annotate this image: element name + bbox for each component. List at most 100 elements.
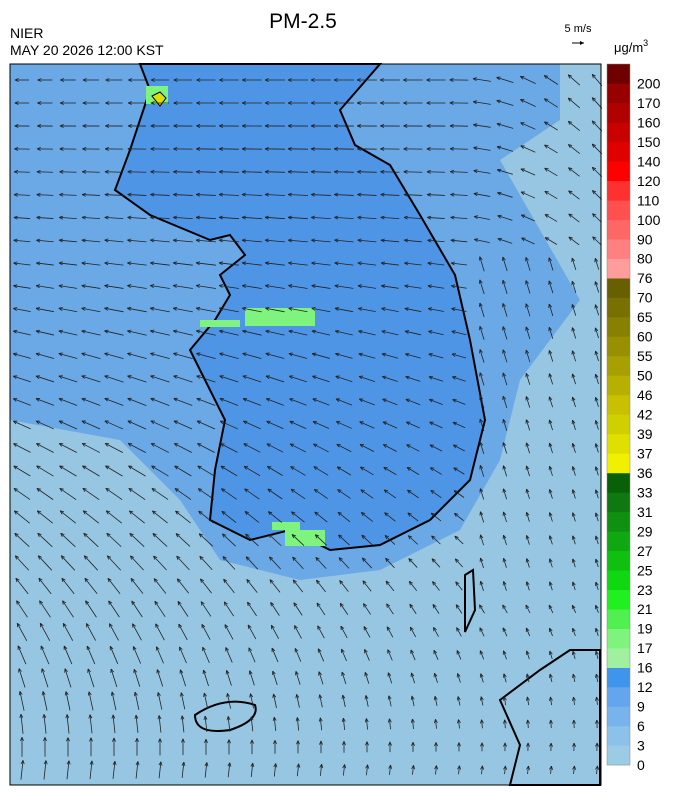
wind-arrow-head (548, 350, 553, 355)
wind-arrow (404, 285, 422, 289)
wind-arrow (525, 396, 531, 408)
colorbar-segment (607, 492, 630, 513)
wind-arrow-head (408, 580, 413, 586)
wind-arrow (58, 285, 78, 289)
wind-arrow-head (179, 646, 183, 651)
wind-arrow (250, 716, 254, 732)
wind-arrow (339, 580, 349, 592)
wind-arrow-head (594, 304, 599, 309)
wind-arrow-head (479, 534, 484, 539)
wind-arrow-head (313, 466, 318, 471)
wind-arrow (497, 192, 513, 198)
wind-arrow-head (502, 557, 507, 563)
wind-arrow-head (59, 487, 64, 492)
wind-arrow-head (319, 763, 324, 769)
wind-arrow-head (432, 604, 437, 609)
colorbar-segment (607, 180, 630, 201)
wind-arrow-head (450, 169, 455, 174)
wind-arrow-head (502, 349, 506, 354)
wind-arrow (203, 692, 209, 710)
wind-arrow (289, 375, 307, 383)
wind-arrow-head (150, 78, 155, 82)
wind-arrow (219, 194, 239, 196)
wind-arrow-head (387, 695, 392, 700)
wind-arrow-head (594, 512, 599, 517)
wind-arrow-head (104, 306, 109, 311)
wind-arrow (222, 533, 236, 547)
wind-arrow (549, 489, 553, 499)
wind-arrow (548, 396, 554, 408)
wind-arrow-head (311, 352, 317, 357)
wind-arrow-head (342, 764, 347, 769)
wind-arrow-head (426, 192, 432, 197)
wind-arrow-head (571, 350, 576, 355)
wind-arrow (242, 285, 262, 289)
wind-arrow (358, 353, 376, 359)
wind-arrow-head (594, 420, 599, 425)
wind-arrow (525, 442, 531, 454)
wind-arrow-head (318, 671, 322, 676)
wind-arrow (567, 74, 581, 86)
wind-arrow (550, 696, 552, 706)
wind-arrow (591, 166, 603, 178)
wind-arrow-head (548, 535, 553, 540)
wind-arrow (196, 420, 216, 430)
wind-arrow (104, 239, 124, 243)
wind-arrow-head (403, 101, 408, 105)
wind-arrow-head (58, 238, 64, 243)
wind-arrow (250, 763, 254, 777)
wind-arrow (104, 262, 124, 266)
wind-arrow (109, 623, 119, 641)
wind-arrow-head (525, 257, 529, 262)
wind-arrow (389, 718, 391, 730)
wind-arrow (360, 489, 374, 499)
wind-arrow-head (548, 373, 553, 378)
wind-arrow (412, 718, 414, 730)
wind-arrow-head (60, 78, 65, 82)
wind-arrow (544, 98, 558, 108)
wind-arrow-head (13, 192, 18, 197)
wind-arrow-head (17, 645, 22, 650)
wind-arrow-head (272, 716, 277, 722)
wind-arrow-head (525, 650, 530, 655)
wind-arrow-head (155, 623, 159, 628)
wind-arrow-head (382, 444, 388, 448)
wind-arrow-head (520, 145, 525, 149)
wind-arrow-head (35, 352, 40, 357)
wind-arrow (456, 627, 462, 637)
wind-arrow (502, 372, 508, 386)
wind-arrow-head (264, 192, 269, 197)
wind-arrow (112, 714, 116, 734)
wind-arrow (318, 671, 324, 685)
wind-arrow (335, 375, 353, 383)
wind-arrow (269, 579, 281, 593)
wind-arrow-head (571, 627, 576, 633)
wind-arrow-head (549, 719, 553, 724)
wind-arrow (81, 330, 101, 336)
wind-arrow (219, 239, 239, 243)
colorbar-label: 70 (637, 290, 653, 306)
wind-arrow (204, 762, 208, 778)
wind-arrow-head (525, 696, 530, 701)
wind-arrow-head (59, 192, 64, 197)
wind-arrow (427, 285, 445, 289)
wind-arrow-head (104, 215, 109, 220)
wind-arrow-head (223, 601, 228, 606)
wind-arrow (243, 443, 261, 453)
wind-arrow-head (58, 397, 63, 402)
wind-arrow-head (502, 279, 506, 285)
wind-arrow (480, 696, 484, 706)
wind-arrow-head (293, 602, 298, 607)
wind-arrow (219, 375, 239, 383)
wind-arrow (296, 763, 300, 777)
wind-arrow (503, 488, 507, 500)
wind-arrow-head (66, 737, 70, 742)
wind-arrow-head (549, 696, 553, 701)
wind-arrow (127, 194, 147, 196)
wind-arrow-head (130, 578, 135, 583)
wind-arrow (428, 353, 444, 359)
wind-arrow (481, 765, 483, 775)
wind-arrow (223, 578, 235, 594)
wind-arrow (571, 281, 577, 293)
wind-arrow-head (449, 100, 454, 105)
